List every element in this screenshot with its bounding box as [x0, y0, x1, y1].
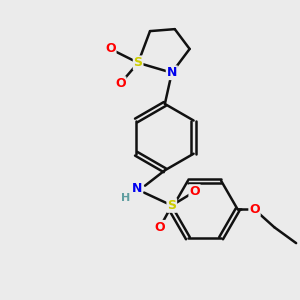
- Text: N: N: [167, 66, 177, 79]
- Text: O: O: [154, 221, 165, 234]
- Text: N: N: [132, 182, 142, 195]
- Text: O: O: [105, 42, 116, 56]
- Text: S: S: [167, 199, 176, 212]
- Text: O: O: [189, 185, 200, 198]
- Text: O: O: [249, 203, 260, 216]
- Text: H: H: [121, 193, 130, 202]
- Text: S: S: [134, 56, 142, 69]
- Text: O: O: [115, 77, 126, 90]
